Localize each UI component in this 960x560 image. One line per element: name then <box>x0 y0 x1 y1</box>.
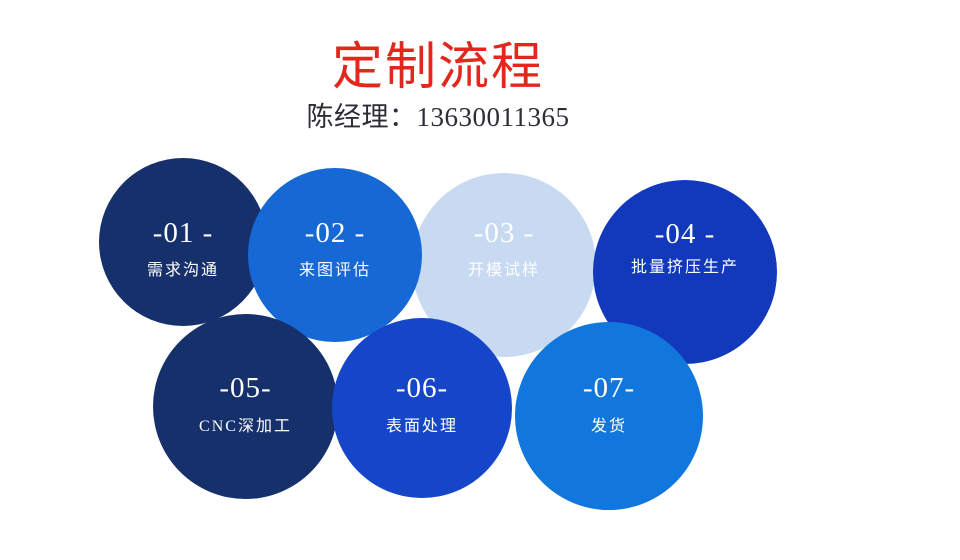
step-number: -02 - <box>304 217 366 249</box>
step-circle-05: -05- CNC深加工 <box>153 314 338 499</box>
step-label: 来图评估 <box>298 262 371 279</box>
step-circle-06: -06- 表面处理 <box>332 318 512 498</box>
step-circle-02: -02 - 来图评估 <box>248 168 422 342</box>
step-number: -07- <box>582 372 636 404</box>
step-number: -01 - <box>152 217 214 249</box>
step-label: 发货 <box>590 418 627 435</box>
step-circle-01: -01 - 需求沟通 <box>99 158 267 326</box>
step-number: -03 - <box>473 217 535 249</box>
step-label: CNC深加工 <box>199 418 292 435</box>
step-label: 表面处理 <box>385 418 458 435</box>
step-number: -04 - <box>654 218 716 250</box>
step-number: -06- <box>395 372 449 404</box>
step-label: 需求沟通 <box>146 262 219 279</box>
step-label: 开模试样 <box>467 262 540 279</box>
page-title: 定制流程 <box>331 40 544 96</box>
contact-line: 陈经理：13630011365 <box>306 102 570 132</box>
step-label: 批量挤压生产 <box>630 259 739 276</box>
step-circle-07: -07- 发货 <box>515 322 703 510</box>
header: 定制流程 陈经理：13630011365 <box>0 38 876 132</box>
step-number: -05- <box>219 372 272 404</box>
